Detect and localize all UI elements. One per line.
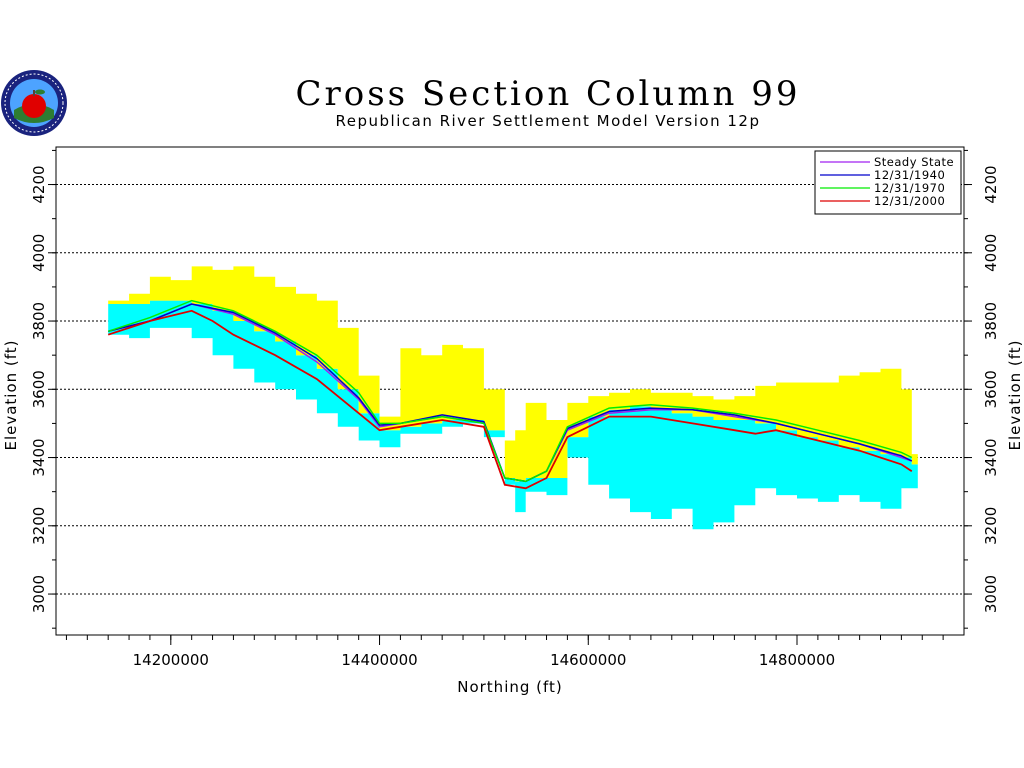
- chart-subtitle: Republican River Settlement Model Versio…: [336, 112, 761, 130]
- x-axis-label: Northing (ft): [457, 678, 563, 696]
- series-lines: [107, 299, 913, 490]
- y-tick-label-left: 3400: [30, 438, 48, 476]
- y-tick-label-right: 3400: [982, 438, 1000, 476]
- y-tick-label-left: 3000: [30, 575, 48, 613]
- x-tick-label: 14400000: [341, 651, 417, 669]
- legend-label-steady-state: Steady State: [874, 155, 954, 169]
- y-tick-label-left: 4000: [30, 234, 48, 272]
- y-tick-label-left: 3800: [30, 302, 48, 340]
- logo-seal-icon: [1, 70, 67, 136]
- y-tick-label-left: 3200: [30, 507, 48, 545]
- axis-ticks: 14200000 14400000 14600000 14800000 3000 3000…: [30, 149, 1000, 669]
- series-line-1970: [107, 299, 913, 483]
- y-tick-label-right: 3800: [982, 302, 1000, 340]
- x-tick-label: 14800000: [759, 651, 835, 669]
- legend-label-2000: 12/31/2000: [874, 194, 945, 208]
- chart-title: Cross Section Column 99: [295, 74, 800, 114]
- y-tick-label-left: 4200: [30, 165, 48, 203]
- y-tick-label-right: 4200: [982, 165, 1000, 203]
- x-tick-label: 14200000: [133, 651, 209, 669]
- upper-layer-fill: [108, 266, 918, 482]
- legend-label-1940: 12/31/1940: [874, 168, 945, 182]
- y-tick-label-right: 3200: [982, 507, 1000, 545]
- plot-frame: [55, 146, 965, 636]
- legend-label-1970: 12/31/1970: [874, 181, 945, 195]
- legend: Steady State 12/31/1940 12/31/1970 12/31…: [814, 150, 962, 215]
- y-tick-label-right: 4000: [982, 234, 1000, 272]
- y-tick-label-right: 3600: [982, 370, 1000, 408]
- y-axis-label-right: Elevation (ft): [1006, 339, 1024, 450]
- x-tick-label: 14600000: [550, 651, 626, 669]
- y-axis-label-left: Elevation (ft): [2, 339, 20, 450]
- series-line-2000: [107, 309, 913, 490]
- y-tick-label-right: 3000: [982, 575, 1000, 613]
- y-tick-label-left: 3600: [30, 370, 48, 408]
